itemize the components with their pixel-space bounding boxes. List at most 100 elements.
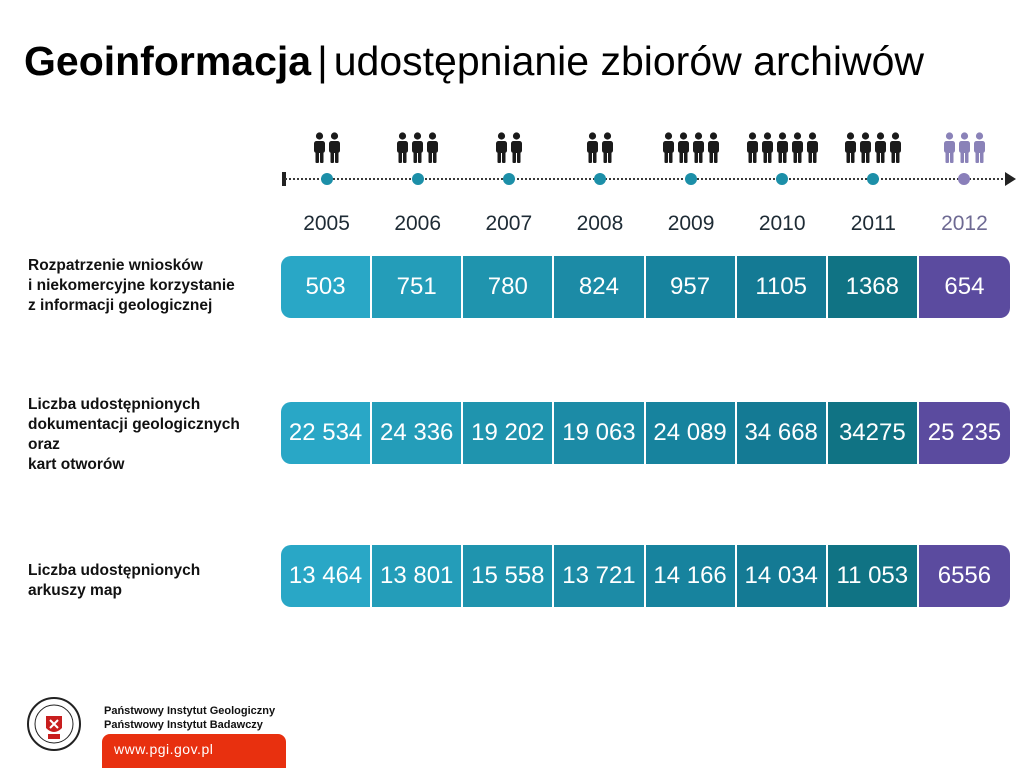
person-icon	[973, 132, 985, 163]
timeline-dot-2008	[593, 173, 606, 185]
title-subtitle: udostępnianie zbiorów archiwów	[333, 38, 925, 84]
data-cell-2012: 6556	[918, 545, 1010, 607]
person-icon	[708, 132, 720, 163]
year-label-2011: 2011	[850, 212, 896, 235]
person-icon	[943, 132, 955, 163]
data-cell-2012: 654	[918, 256, 1010, 318]
data-cell-2007: 19 202	[463, 402, 555, 464]
row-label-line: Liczba udostępnionych	[28, 562, 201, 579]
timeline-dot-2006	[411, 173, 424, 185]
person-icon	[313, 132, 325, 163]
people-icon-group-2007	[495, 132, 523, 166]
row-label-line: Rozpatrzenie wniosków	[28, 257, 203, 274]
year-label-2009: 2009	[667, 212, 715, 235]
year-label-2012: 2012	[941, 212, 988, 235]
data-cell-2008: 824	[554, 256, 646, 318]
person-icon	[875, 132, 887, 163]
row-label-line: i niekomercyjne korzystanie	[28, 277, 235, 294]
organization-name: Państwowy Instytut Geologiczny Państwowy…	[104, 704, 275, 732]
data-cell-2006: 24 336	[372, 402, 464, 464]
person-icon	[958, 132, 970, 163]
data-cell-2009: 957	[645, 256, 737, 318]
org-line-1: Państwowy Instytut Geologiczny	[104, 705, 276, 717]
person-icon	[845, 132, 857, 163]
people-icon-group-2009	[662, 132, 720, 166]
person-icon	[776, 132, 788, 163]
people-icon-group-2008	[586, 132, 614, 166]
data-cell-2008: 13 721	[554, 545, 646, 607]
person-icon	[693, 132, 705, 163]
year-label-2006: 2006	[394, 212, 442, 235]
person-icon	[397, 132, 409, 163]
row-label-line: oraz	[28, 436, 60, 453]
data-cell-2009: 24 089	[645, 402, 737, 464]
row-label-1: Rozpatrzenie wniosków i niekomercyjne kor…	[28, 256, 278, 316]
person-icon	[601, 132, 613, 163]
timeline-dot-2005	[320, 173, 333, 185]
person-icon	[663, 132, 675, 163]
timeline-dot-2007	[502, 173, 515, 185]
data-cell-2005: 22 534	[281, 402, 373, 464]
row-label-3: Liczba udostępnionych arkuszy map	[28, 561, 278, 601]
org-line-2: Państwowy Instytut Badawczy	[104, 719, 263, 731]
data-cell-2011: 34275	[827, 402, 919, 464]
data-cell-2006: 751	[372, 256, 464, 318]
person-icon	[678, 132, 690, 163]
data-cell-2007: 15 558	[463, 545, 555, 607]
people-icon-group-2012	[943, 132, 986, 166]
data-cell-2010: 14 034	[736, 545, 828, 607]
data-cell-2009: 14 166	[645, 545, 737, 607]
data-cell-2006: 13 801	[372, 545, 464, 607]
people-icon-group-2006	[396, 132, 439, 166]
year-label-2008: 2008	[576, 212, 624, 235]
person-icon	[791, 132, 803, 163]
data-cell-2012: 25 235	[918, 402, 1010, 464]
data-cell-2005: 503	[281, 256, 373, 318]
person-icon	[890, 132, 902, 163]
person-icon	[860, 132, 872, 163]
people-icon-group-2011	[844, 132, 902, 166]
data-cell-2011: 1368	[827, 256, 919, 318]
person-icon	[427, 132, 439, 163]
timeline-dot-2010	[776, 173, 789, 185]
page-title: Geoinformacja | udostępnianie zbiorów arch…	[24, 38, 924, 85]
person-icon	[328, 132, 340, 163]
title-separator: |	[317, 38, 328, 84]
timeline-arrow-icon	[1005, 172, 1016, 186]
timeline-start-marker	[282, 172, 286, 186]
person-icon	[586, 132, 598, 163]
timeline-dot-2011	[867, 173, 880, 185]
people-icon-group-2010	[746, 132, 819, 166]
data-cell-2008: 19 063	[554, 402, 646, 464]
person-icon	[412, 132, 424, 163]
data-cell-2007: 780	[463, 256, 555, 318]
data-bar-row-2: 22 534 24 336 19 202 19 063 24 089 34 668 3427…	[281, 402, 1010, 464]
data-cell-2011: 11 053	[827, 545, 919, 607]
website-link[interactable]: www.pgi.gov.pl	[114, 741, 214, 757]
row-label-2: Liczba udostępnionych dokumentacji geolog…	[28, 395, 278, 475]
year-label-2007: 2007	[485, 212, 533, 235]
timeline-dot-2009	[685, 173, 698, 185]
timeline-line	[285, 178, 1007, 180]
row-label-line: z informacji geologicznej	[28, 297, 213, 314]
data-cell-2010: 34 668	[736, 402, 828, 464]
people-icon-group-2005	[313, 132, 341, 166]
person-icon	[761, 132, 773, 163]
row-label-line: arkuszy map	[28, 582, 122, 599]
pgi-seal-logo	[27, 697, 81, 751]
data-bar-row-3: 13 464 13 801 15 558 13 721 14 166 14 034 11 0…	[281, 545, 1010, 607]
row-label-line: dokumentacji geologicznych	[28, 416, 240, 433]
person-icon	[495, 132, 507, 163]
person-icon	[746, 132, 758, 163]
row-label-line: kart otworów	[28, 456, 125, 473]
url-banner: www.pgi.gov.pl	[102, 734, 286, 768]
year-label-2005: 2005	[303, 212, 350, 235]
year-label-2010: 2010	[758, 212, 806, 235]
timeline-dot-2012	[958, 173, 971, 185]
data-bar-row-1: 503 751 780 824 957 1105 1368 654	[281, 256, 1010, 318]
data-cell-2010: 1105	[736, 256, 828, 318]
person-icon	[806, 132, 818, 163]
title-main: Geoinformacja	[24, 38, 312, 84]
person-icon	[510, 132, 522, 163]
row-label-line: Liczba udostępnionych	[28, 396, 201, 413]
